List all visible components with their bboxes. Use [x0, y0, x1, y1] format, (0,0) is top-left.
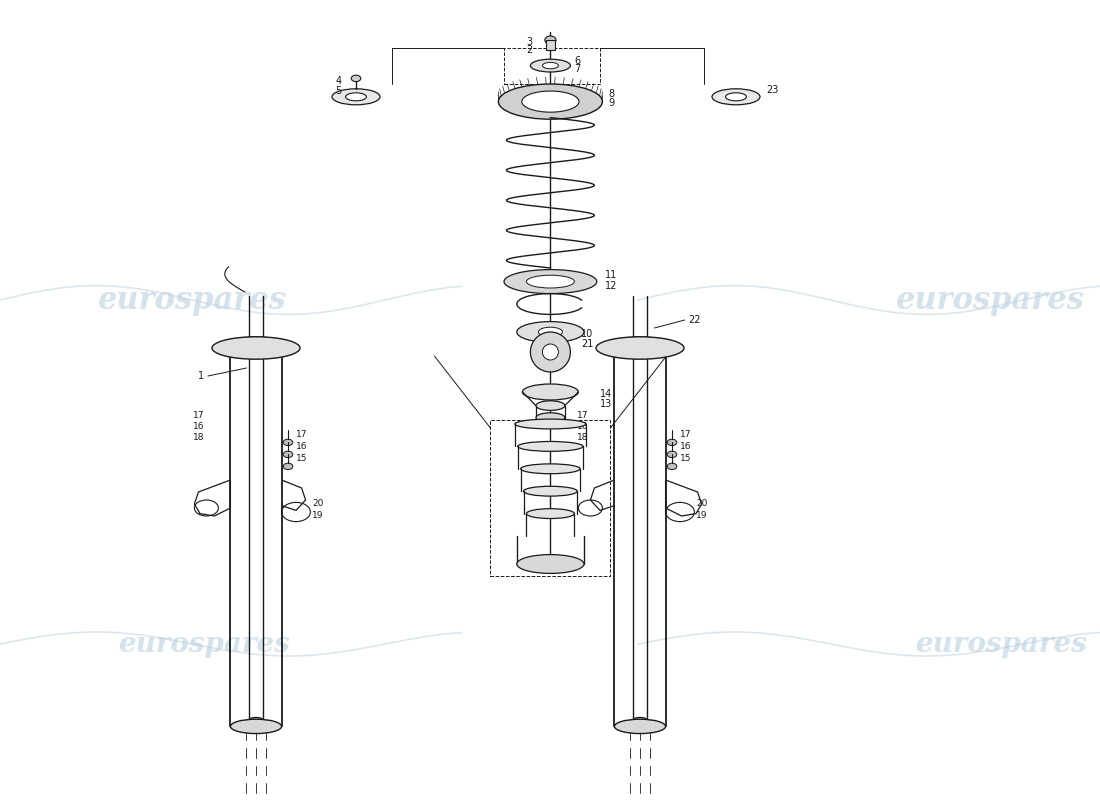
- Ellipse shape: [332, 89, 380, 105]
- Ellipse shape: [520, 464, 580, 474]
- Ellipse shape: [527, 509, 574, 518]
- Ellipse shape: [527, 275, 574, 288]
- Ellipse shape: [230, 337, 282, 351]
- Ellipse shape: [521, 91, 579, 112]
- Ellipse shape: [726, 93, 747, 101]
- Text: 9: 9: [608, 98, 614, 108]
- Ellipse shape: [530, 59, 571, 72]
- Ellipse shape: [517, 322, 584, 342]
- Text: eurospares: eurospares: [895, 285, 1085, 315]
- Text: 2: 2: [527, 45, 532, 54]
- Text: 20: 20: [312, 499, 323, 509]
- Text: 6: 6: [574, 56, 581, 66]
- Text: 23: 23: [767, 86, 779, 95]
- Text: 16: 16: [192, 422, 204, 431]
- Text: 16: 16: [680, 442, 692, 451]
- Text: 19: 19: [312, 510, 323, 520]
- Ellipse shape: [536, 401, 564, 410]
- Ellipse shape: [283, 439, 293, 446]
- Text: 22: 22: [688, 315, 701, 325]
- Text: 10: 10: [581, 329, 593, 338]
- Text: 3: 3: [527, 37, 532, 46]
- Ellipse shape: [283, 463, 293, 470]
- Ellipse shape: [212, 337, 300, 359]
- Bar: [546, 40, 556, 50]
- Ellipse shape: [524, 486, 578, 496]
- Ellipse shape: [596, 337, 684, 359]
- Bar: [504, 48, 600, 84]
- Text: 17: 17: [296, 430, 308, 439]
- Ellipse shape: [542, 344, 559, 360]
- Ellipse shape: [530, 332, 571, 372]
- Ellipse shape: [668, 451, 676, 458]
- Ellipse shape: [542, 62, 559, 69]
- Text: 7: 7: [574, 64, 581, 74]
- Text: 5: 5: [336, 86, 342, 96]
- Text: 21: 21: [581, 339, 593, 349]
- Ellipse shape: [498, 84, 603, 119]
- Ellipse shape: [515, 419, 586, 429]
- Ellipse shape: [249, 718, 263, 722]
- Text: eurospares: eurospares: [118, 630, 289, 658]
- Text: 11: 11: [605, 270, 617, 280]
- Ellipse shape: [668, 463, 676, 470]
- Text: 17: 17: [192, 411, 204, 421]
- Ellipse shape: [522, 384, 579, 400]
- Ellipse shape: [504, 270, 597, 294]
- Ellipse shape: [536, 413, 564, 422]
- Text: 16: 16: [296, 442, 308, 451]
- Text: 18: 18: [576, 433, 588, 442]
- Bar: [491, 420, 611, 576]
- Text: eurospares: eurospares: [915, 630, 1087, 658]
- Ellipse shape: [544, 36, 556, 44]
- Text: 1: 1: [198, 371, 204, 381]
- Text: 8: 8: [608, 89, 614, 98]
- Text: 16: 16: [576, 422, 588, 431]
- Ellipse shape: [230, 719, 282, 734]
- Ellipse shape: [712, 89, 760, 105]
- Text: 15: 15: [680, 454, 692, 463]
- Text: 18: 18: [192, 433, 204, 442]
- Ellipse shape: [345, 93, 366, 101]
- Text: 19: 19: [696, 510, 707, 520]
- Text: 13: 13: [600, 399, 613, 409]
- Ellipse shape: [518, 442, 583, 451]
- Text: 20: 20: [696, 499, 707, 509]
- Ellipse shape: [351, 75, 361, 82]
- Ellipse shape: [283, 451, 293, 458]
- Text: eurospares: eurospares: [98, 285, 287, 315]
- Text: 4: 4: [336, 76, 342, 86]
- Ellipse shape: [538, 327, 562, 337]
- Text: 12: 12: [605, 281, 617, 290]
- Text: 17: 17: [680, 430, 692, 439]
- Ellipse shape: [632, 718, 647, 722]
- Ellipse shape: [668, 439, 676, 446]
- Text: 14: 14: [600, 389, 613, 398]
- Text: 15: 15: [296, 454, 308, 463]
- Text: 17: 17: [576, 411, 588, 421]
- Ellipse shape: [615, 719, 666, 734]
- Ellipse shape: [517, 554, 584, 574]
- Ellipse shape: [615, 337, 666, 351]
